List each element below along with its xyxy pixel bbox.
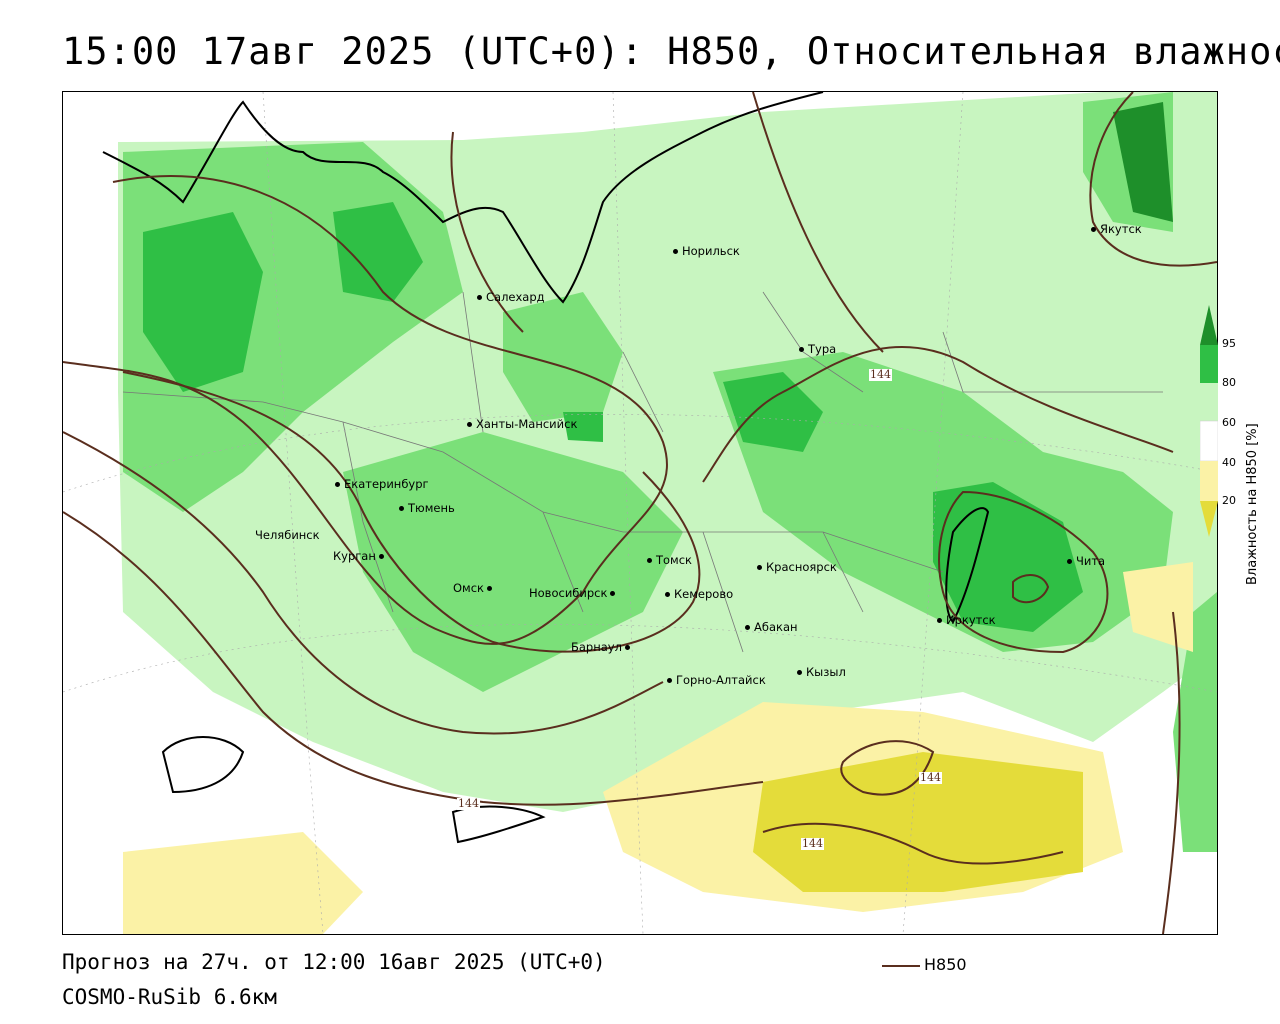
city-chelyabinsk: Челябинск [255, 528, 320, 542]
forecast-info: Прогноз на 27ч. от 12:00 16авг 2025 (UTC… [62, 950, 606, 974]
coastline [102, 92, 824, 304]
city-yekaterinburg: Екатеринбург [335, 478, 429, 490]
colorbar-bottom-arrow [1200, 501, 1218, 537]
city-marker [1091, 227, 1096, 232]
humidity-zone-dark [143, 212, 263, 392]
model-name: COSMO-RuSib 6.6км [62, 985, 277, 1009]
city-marker [673, 249, 678, 254]
isoline-label: 144 [457, 797, 480, 810]
city-chita: Чита [1067, 555, 1105, 567]
city-irkutsk: Иркутск [937, 614, 996, 626]
city-abakan: Абакан [745, 621, 798, 633]
city-gorno-altaysk: Горно-Алтайск [667, 674, 766, 686]
isoline-legend: H850 [882, 955, 967, 974]
colorbar-segment [1200, 383, 1218, 421]
city-marker [799, 347, 804, 352]
map-title: 15:00 17авг 2025 (UTC+0): H850, Относите… [62, 30, 1280, 73]
city-marker [1067, 559, 1072, 564]
city-marker [624, 645, 630, 650]
city-marker [487, 586, 492, 591]
isoline-label: 144 [869, 368, 892, 381]
city-tomsk: Томск [647, 554, 692, 566]
city-barnaul: Барнаул [571, 641, 634, 653]
colorbar-title: Влажность на H850 [%] [1245, 423, 1260, 585]
dry-zone-dark [753, 752, 1083, 892]
isoline-label: 144 [919, 771, 942, 784]
city-marker [665, 592, 670, 597]
map-area: Норильск Якутск Салехард Тура Ханты-Манс… [62, 91, 1218, 935]
colorbar-tick: 80 [1222, 376, 1236, 389]
city-marker [378, 554, 384, 559]
city-tura: Тура [799, 343, 836, 355]
city-krasnoyarsk: Красноярск [757, 561, 837, 573]
humidity-map-svg [63, 92, 1217, 934]
city-salekhard: Салехард [477, 291, 545, 303]
city-marker [399, 506, 404, 511]
city-marker [667, 678, 672, 683]
city-kurgan: Курган [333, 550, 388, 562]
colorbar-tick: 40 [1222, 456, 1236, 469]
city-novosibirsk: Новосибирск [529, 587, 619, 599]
isoline-legend-swatch [882, 964, 920, 967]
colorbar-tick: 60 [1222, 416, 1236, 429]
city-omsk: Омск [453, 582, 496, 594]
city-marker [467, 422, 472, 427]
isoline-label: 144 [801, 837, 824, 850]
colorbar-segment [1200, 461, 1218, 501]
colorbar-segment [1200, 420, 1218, 462]
city-marker [477, 295, 482, 300]
colorbar-top-arrow [1200, 305, 1218, 345]
city-marker [647, 558, 652, 563]
admin-borders [122, 291, 1163, 653]
city-marker [757, 565, 762, 570]
city-kemerovo: Кемерово [665, 588, 733, 600]
colorbar-tick: 20 [1222, 494, 1236, 507]
city-kyzyl: Кызыл [797, 666, 846, 678]
city-marker [335, 482, 340, 487]
city-khanty-mansiysk: Ханты-Мансийск [467, 418, 577, 430]
city-marker [745, 625, 750, 630]
city-marker [937, 618, 942, 623]
city-tyumen: Тюмень [399, 502, 455, 514]
isolines-h850 [63, 92, 1217, 934]
humidity-colorbar [1200, 305, 1218, 537]
colorbar-tick: 95 [1222, 337, 1236, 350]
city-marker [610, 591, 616, 596]
colorbar-segment [1200, 345, 1218, 383]
city-norilsk: Норильск [673, 245, 740, 257]
city-yakutsk: Якутск [1091, 223, 1142, 235]
city-marker [797, 670, 802, 675]
